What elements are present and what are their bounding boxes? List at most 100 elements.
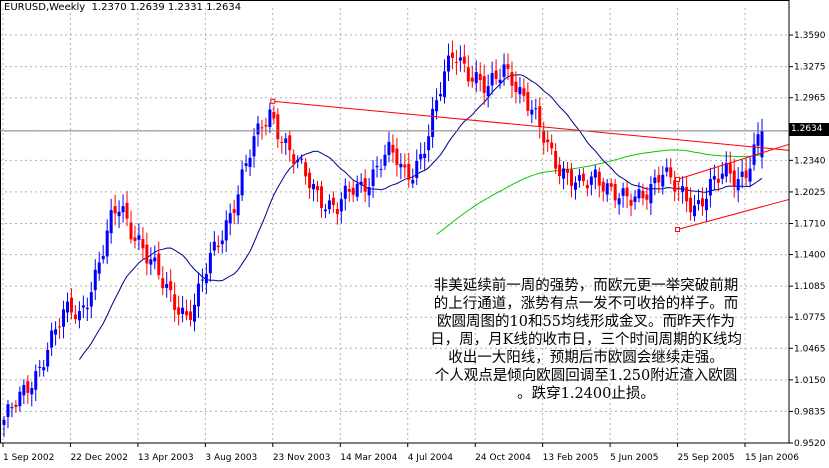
candle-body [689, 197, 693, 213]
candle-body [335, 208, 339, 215]
trendline-anchor [270, 98, 276, 104]
candle-body [693, 205, 697, 217]
x-tick-label: 5 Jun 2005 [610, 453, 658, 463]
x-tick-label: 14 Mar 2004 [340, 453, 397, 463]
y-tick-label: 1.2340 [794, 156, 826, 166]
trendline-anchor [675, 227, 681, 233]
candle-body [157, 253, 161, 276]
candle-body [712, 176, 716, 180]
candle-body [312, 184, 316, 190]
symbol-timeframe: EURUSD,Weekly [4, 2, 86, 13]
candle-body [740, 171, 744, 177]
candle-body [593, 169, 597, 178]
candle-body [490, 73, 494, 86]
candle-body [145, 244, 149, 264]
candle-body [538, 106, 542, 127]
annotation-line: 个人观点是倾向欧圆回调至1.250附近渣入欧圆 [434, 368, 738, 384]
candle-body [26, 381, 30, 393]
candle-body [319, 186, 323, 208]
candle-body [510, 72, 514, 86]
candle-body [700, 198, 704, 207]
candle-body [605, 183, 609, 195]
candle-body [351, 187, 355, 195]
y-tick-label: 0.9835 [794, 407, 826, 417]
candle-body [22, 384, 26, 396]
candle-body [185, 311, 189, 316]
candle-body [498, 79, 502, 83]
y-tick-label: 1.1710 [794, 219, 826, 229]
ma-55-line [436, 149, 763, 235]
candle-body [236, 194, 240, 216]
candle-body [248, 157, 252, 168]
candle-body [46, 349, 50, 367]
ma-10-line [78, 74, 763, 360]
candle-body [534, 108, 538, 110]
candle-body [474, 72, 478, 84]
candle-body [450, 52, 454, 58]
candle-body [542, 130, 546, 143]
candle-body [220, 240, 224, 245]
candle-body [192, 304, 196, 322]
candle-body [85, 307, 89, 310]
candle-body [677, 187, 681, 190]
candle-body [58, 326, 62, 328]
candle-body [562, 168, 566, 179]
candle-body [105, 230, 109, 257]
ma-10-line [78, 74, 763, 360]
candle-body [621, 188, 625, 196]
candle-body [502, 64, 506, 77]
candle-body [403, 164, 407, 168]
candle-body [486, 86, 490, 97]
candle-body [752, 144, 756, 165]
candle-body [6, 404, 10, 417]
y-tick-label: 1.0465 [794, 344, 826, 354]
candle-body [339, 199, 343, 212]
candle-body [681, 186, 685, 192]
ma-55-line [436, 149, 763, 235]
x-tick-label: 13 Apr 2003 [138, 453, 194, 463]
annotation-line: 欧圆周图的10和55均线形成金叉。而昨天作为 [437, 314, 735, 330]
candle-body [161, 278, 165, 289]
x-tick-label: 25 Sep 2005 [678, 453, 735, 463]
candle-body [296, 159, 300, 162]
candle-body [97, 262, 101, 274]
candle-body [522, 88, 526, 96]
candle-body [137, 235, 141, 240]
candle-body [617, 198, 621, 205]
candle-body [609, 183, 613, 187]
annotation-line: 收出一大阳线，预期后市欧圆会继续走强。 [448, 350, 724, 366]
candle-body [69, 297, 73, 313]
candle-body [637, 189, 641, 199]
candle-body [454, 61, 458, 63]
candle-body [546, 139, 550, 143]
candle-body [77, 311, 81, 321]
candle-body [439, 94, 443, 97]
chart-header: EURUSD,Weekly 1.2370 1.2639 1.2331 1.263… [4, 2, 241, 13]
candle-body [177, 307, 181, 315]
candle-body [415, 160, 419, 179]
candle-body [581, 173, 585, 182]
annotation-line: 非美延续前一周的强势，而欧元更一举突破前期 [433, 278, 739, 294]
candle-body [526, 92, 530, 111]
candle-body [228, 213, 232, 224]
candle-body [558, 164, 562, 177]
candle-body [367, 187, 371, 196]
candle-body [514, 81, 518, 93]
candle-body [280, 142, 284, 144]
candle-body [423, 153, 427, 158]
candle-body [732, 170, 736, 187]
candle-body [149, 259, 153, 265]
candle-body [355, 183, 359, 197]
candle-body [331, 197, 335, 205]
candle-body [427, 136, 431, 151]
candle-body [435, 100, 439, 112]
x-tick-label: 24 Oct 2004 [475, 453, 531, 463]
candle-body [736, 178, 740, 191]
trendline-channel-lower [677, 198, 790, 230]
candle-body [34, 371, 38, 390]
candle-body [65, 301, 69, 313]
candle-body [653, 177, 657, 184]
candle-body [530, 109, 534, 115]
